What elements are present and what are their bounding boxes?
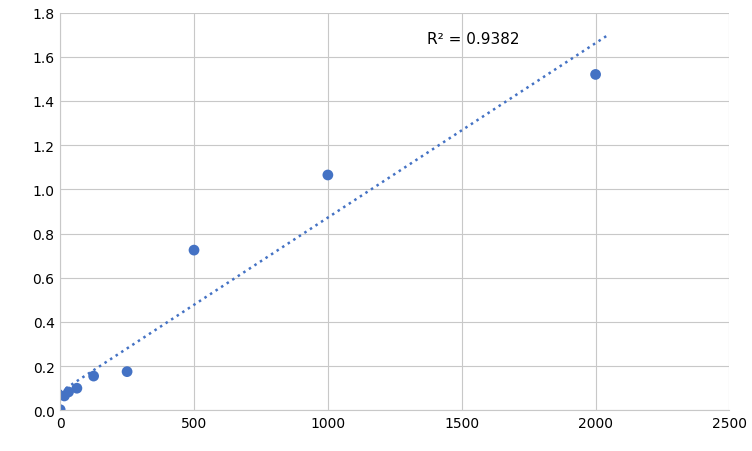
Point: [322, 172, 334, 179]
Point: [62, 388, 74, 396]
Point: [590, 72, 602, 79]
Point: [59, 392, 71, 400]
Point: [54, 406, 66, 414]
Point: [121, 368, 133, 375]
Point: [188, 247, 200, 254]
Text: R² = 0.9382: R² = 0.9382: [427, 32, 520, 47]
Point: [71, 385, 83, 392]
Point: [87, 373, 99, 380]
